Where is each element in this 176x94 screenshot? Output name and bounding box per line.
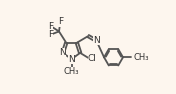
- Text: N: N: [93, 36, 100, 45]
- Text: F: F: [48, 30, 53, 39]
- Text: CH₃: CH₃: [133, 53, 149, 62]
- Text: F: F: [48, 22, 53, 31]
- Text: F: F: [58, 17, 63, 26]
- Text: N: N: [59, 48, 66, 57]
- Text: N: N: [68, 55, 75, 64]
- Text: CH₃: CH₃: [64, 67, 79, 76]
- Text: Cl: Cl: [88, 54, 97, 63]
